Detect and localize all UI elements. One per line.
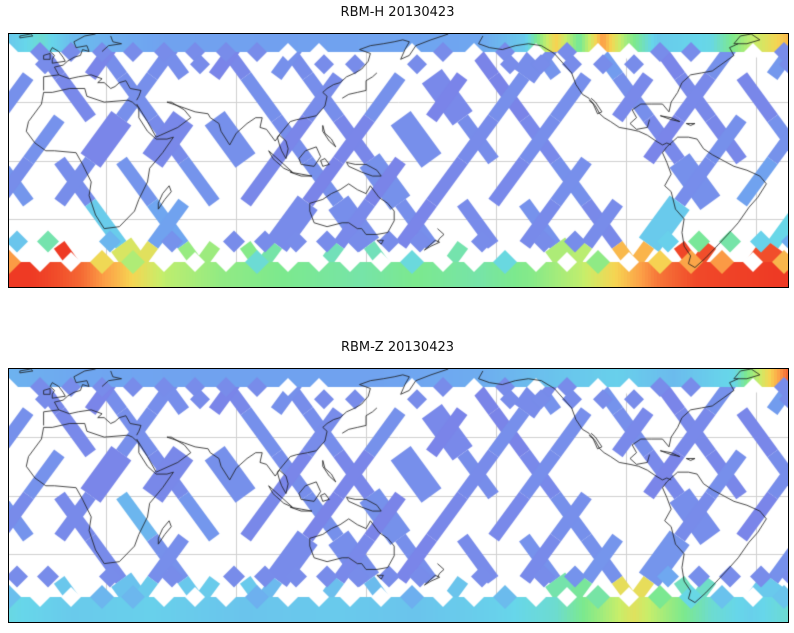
panel-rbm-h: RBM-H 20130423 (8, 5, 789, 288)
swath-map-rbm-h (8, 33, 789, 288)
panel-rbm-z: RBM-Z 20130423 (8, 340, 789, 623)
panel-title-rbm-z: RBM-Z 20130423 (340, 340, 455, 355)
swath-map-rbm-z (8, 368, 789, 623)
panel-title-rbm-h: RBM-H 20130423 (340, 5, 455, 20)
